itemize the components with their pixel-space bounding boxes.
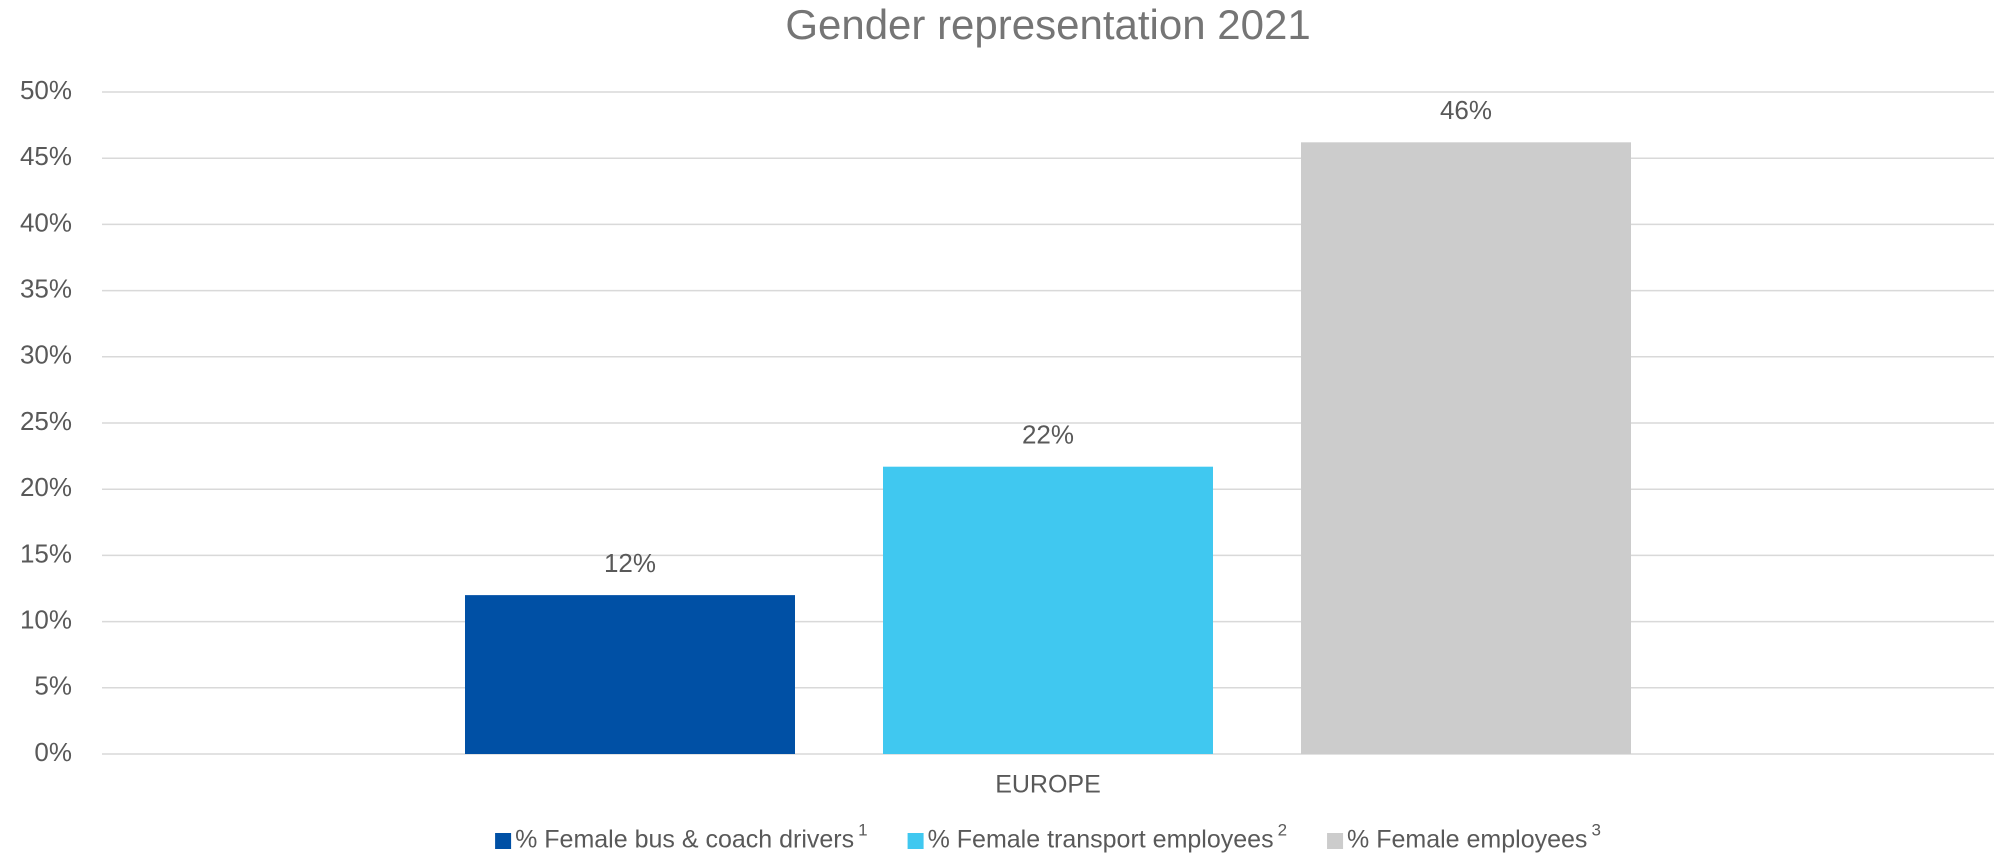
bar: [465, 595, 795, 754]
legend-swatch: [907, 833, 924, 849]
y-tick-label: 45%: [20, 141, 72, 171]
value-label: 22%: [1022, 420, 1074, 450]
y-tick-label: 25%: [20, 406, 72, 436]
y-tick-label: 50%: [20, 75, 72, 105]
y-tick-label: 35%: [20, 273, 72, 303]
bar: [883, 466, 1213, 754]
legend-swatch: [1327, 833, 1344, 849]
legend-label: % Female transport employees: [928, 826, 1274, 854]
y-tick-label: 20%: [20, 472, 72, 502]
y-tick-label: 40%: [20, 207, 72, 237]
x-tick-label: EUROPE: [995, 771, 1101, 799]
y-tick-label: 5%: [34, 671, 72, 701]
y-tick-label: 0%: [34, 737, 72, 767]
legend-footnote: 3: [1591, 820, 1600, 839]
chart-title: Gender representation 2021: [785, 1, 1310, 48]
legend-label: % Female bus & coach drivers: [515, 826, 854, 854]
legend-swatch: [495, 833, 512, 849]
legend-footnote: 1: [858, 820, 867, 839]
bar: [1301, 142, 1631, 754]
y-tick-label: 15%: [20, 538, 72, 568]
value-label: 12%: [604, 548, 656, 578]
legend-footnote: 2: [1278, 820, 1287, 839]
y-tick-label: 10%: [20, 604, 72, 634]
legend-label: % Female employees: [1347, 826, 1587, 854]
y-tick-label: 30%: [20, 340, 72, 370]
value-label: 46%: [1440, 95, 1492, 125]
